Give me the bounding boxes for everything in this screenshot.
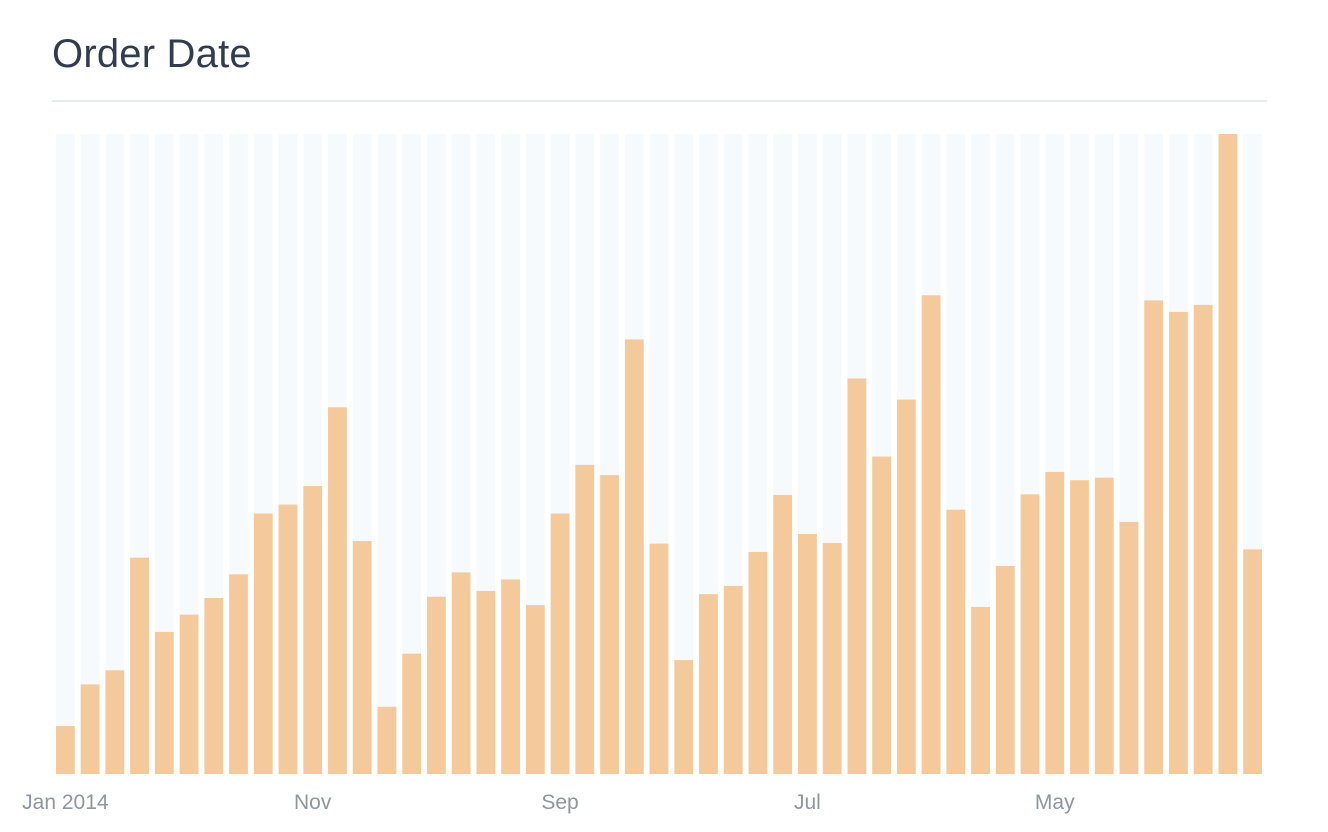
bar-2017-01[interactable]	[946, 509, 966, 774]
bar-2017-02[interactable]	[971, 606, 990, 774]
bar-2015-08[interactable]	[525, 605, 545, 774]
bar-2015-02[interactable]	[377, 706, 397, 774]
bar-2017-08[interactable]	[1119, 521, 1139, 774]
bar-2016-01[interactable]	[649, 543, 669, 774]
title-divider	[52, 100, 1267, 102]
chart-title: Order Date	[52, 32, 252, 76]
bar-2015-03[interactable]	[402, 653, 422, 774]
bar-2015-01[interactable]	[352, 541, 372, 774]
bar-2017-07[interactable]	[1094, 477, 1114, 774]
bar-2014-10[interactable]	[278, 504, 298, 774]
bar-2014-08[interactable]	[229, 574, 248, 774]
bar-background-25	[674, 134, 694, 774]
bar-2016-11[interactable]	[896, 399, 916, 774]
bar-2016-02[interactable]	[674, 660, 694, 774]
bar-background-4	[154, 134, 174, 774]
bar-2017-12[interactable]	[1218, 134, 1238, 774]
bar-background-1	[80, 134, 100, 774]
bar-2016-05[interactable]	[748, 551, 768, 774]
bar-2017-03[interactable]	[995, 566, 1015, 774]
bar-2015-07[interactable]	[501, 579, 520, 774]
bar-background-2	[105, 134, 125, 774]
bar-2016-12[interactable]	[921, 295, 941, 774]
x-tick-label: Sep	[541, 791, 578, 814]
bar-2016-07[interactable]	[798, 534, 817, 774]
bar-2017-06[interactable]	[1070, 480, 1089, 774]
x-tick-label: May	[1035, 791, 1075, 814]
bar-2018-01[interactable]	[1243, 549, 1263, 774]
x-tick-label: Nov	[294, 791, 332, 814]
x-tick-label: Jan 2014	[22, 791, 109, 814]
bar-2014-12[interactable]	[328, 407, 347, 774]
bar-2014-05[interactable]	[154, 631, 174, 774]
bar-2014-07[interactable]	[204, 598, 224, 774]
bar-2014-04[interactable]	[130, 557, 149, 774]
bar-2016-09[interactable]	[847, 378, 867, 774]
bar-2014-03[interactable]	[105, 670, 125, 774]
bar-background-13	[377, 134, 397, 774]
bar-2015-06[interactable]	[476, 590, 496, 774]
bar-2014-06[interactable]	[179, 614, 199, 774]
bar-background-5	[179, 134, 199, 774]
bar-2015-12[interactable]	[624, 339, 644, 774]
bar-background-0	[55, 134, 75, 774]
bar-2017-05[interactable]	[1045, 471, 1065, 774]
bar-2014-01[interactable]	[55, 726, 75, 774]
bar-2014-02[interactable]	[80, 684, 100, 774]
bar-2016-10[interactable]	[872, 456, 892, 774]
bar-2014-09[interactable]	[253, 513, 273, 774]
bar-2015-04[interactable]	[426, 596, 446, 774]
bar-2017-11[interactable]	[1193, 304, 1213, 774]
bar-2016-08[interactable]	[822, 542, 842, 774]
bar-2014-11[interactable]	[303, 486, 323, 774]
bar-2017-09[interactable]	[1144, 300, 1164, 774]
bar-2016-06[interactable]	[773, 494, 793, 774]
bar-2017-04[interactable]	[1020, 494, 1040, 774]
bar-2017-10[interactable]	[1169, 311, 1188, 774]
bar-2016-03[interactable]	[699, 594, 718, 774]
bar-2015-11[interactable]	[600, 475, 619, 774]
bar-2015-10[interactable]	[575, 464, 595, 774]
x-tick-label: Jul	[794, 791, 821, 814]
bar-2015-05[interactable]	[451, 572, 471, 774]
bar-2015-09[interactable]	[550, 513, 570, 774]
bar-background-14	[402, 134, 422, 774]
bar-2016-04[interactable]	[723, 585, 743, 774]
